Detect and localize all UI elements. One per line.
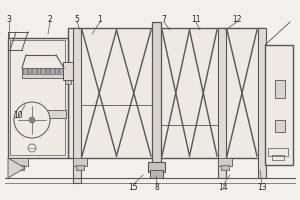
Text: 2: 2 — [48, 16, 52, 24]
Bar — [63, 62, 73, 80]
Bar — [148, 162, 165, 172]
Bar — [59, 68, 62, 74]
Bar — [38, 110, 66, 118]
Text: 3: 3 — [7, 16, 11, 24]
Bar — [41, 68, 44, 74]
Text: 8: 8 — [154, 184, 159, 192]
Bar — [73, 28, 81, 183]
Bar — [37, 68, 40, 74]
Bar — [28, 68, 31, 74]
Bar — [268, 148, 288, 156]
Bar — [22, 68, 64, 78]
Bar — [32, 68, 35, 74]
Text: 14: 14 — [218, 184, 228, 192]
Text: 13: 13 — [257, 184, 267, 192]
Bar — [55, 68, 58, 74]
Bar — [73, 158, 87, 166]
Bar — [8, 38, 68, 158]
Bar — [272, 155, 284, 160]
Bar — [258, 28, 266, 178]
Bar — [46, 68, 49, 74]
Text: 11: 11 — [191, 16, 201, 24]
Circle shape — [29, 117, 35, 123]
Bar — [152, 22, 161, 167]
Bar — [221, 165, 229, 170]
Bar — [150, 170, 163, 178]
Polygon shape — [8, 158, 25, 178]
Text: 10: 10 — [13, 110, 23, 119]
Text: 7: 7 — [162, 16, 167, 24]
Text: 1: 1 — [98, 16, 102, 24]
Bar — [65, 80, 71, 84]
Bar — [265, 45, 293, 165]
Bar — [23, 68, 26, 74]
Bar — [218, 158, 232, 166]
Bar — [218, 28, 226, 178]
Bar — [50, 68, 53, 74]
Bar — [14, 165, 24, 170]
Circle shape — [14, 102, 50, 138]
Text: 5: 5 — [75, 16, 80, 24]
Bar — [10, 40, 65, 155]
Text: 12: 12 — [232, 16, 242, 24]
Text: 15: 15 — [128, 184, 138, 192]
Bar — [275, 120, 285, 132]
Bar — [68, 28, 265, 158]
Bar — [275, 80, 285, 98]
Bar — [10, 158, 28, 166]
Bar — [76, 165, 84, 170]
